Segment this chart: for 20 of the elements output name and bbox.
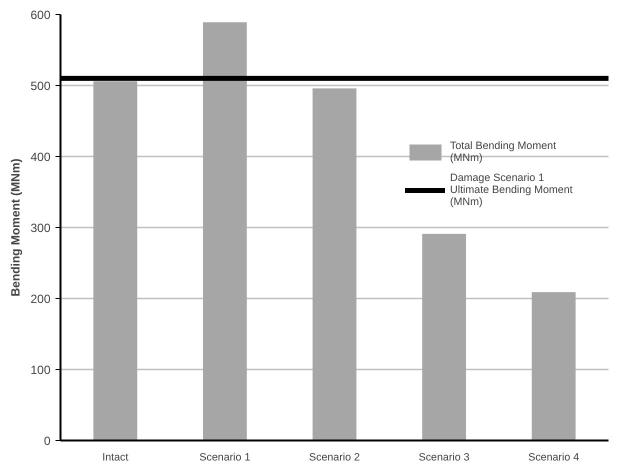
bar [532, 292, 576, 440]
x-tick-label: Scenario 4 [528, 452, 580, 464]
x-tick-label: Scenario 3 [418, 452, 470, 464]
x-tick-label: Intact [102, 452, 128, 464]
x-tick-label: Scenario 2 [309, 452, 360, 464]
bar [312, 88, 356, 440]
y-tick-label: 600 [30, 8, 51, 22]
x-tick-label: Scenario 1 [199, 452, 250, 464]
bar [422, 234, 466, 440]
y-axis-title: Bending Moment (MNm) [8, 158, 22, 296]
bar [93, 81, 138, 440]
legend-label: Total Bending Moment (MNm) [450, 140, 556, 164]
legend-label: Damage Scenario 1 Ultimate Bending Moment (MNm) [450, 172, 573, 208]
y-tick-label: 300 [30, 221, 51, 235]
y-tick-label: 200 [30, 292, 51, 306]
bar [202, 22, 247, 440]
y-tick-label: 500 [30, 79, 51, 93]
y-tick-label: 0 [44, 434, 51, 448]
y-tick-label: 100 [30, 363, 51, 377]
y-tick-label: 400 [30, 150, 51, 164]
